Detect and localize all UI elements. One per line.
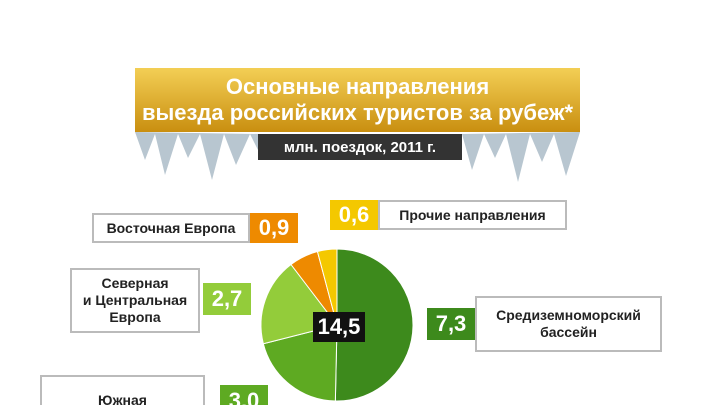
total-label: 14,5 xyxy=(313,312,365,342)
pie-slice xyxy=(316,248,338,326)
category-label: Прочие направления xyxy=(378,200,567,230)
category-label: Южная xyxy=(40,375,205,405)
value-label: 7,3 xyxy=(427,308,475,340)
chart-subtitle: млн. поездок, 2011 г. xyxy=(258,134,462,160)
value-label: 2,7 xyxy=(203,283,251,315)
value-label: 0,6 xyxy=(330,200,378,230)
pie-slice xyxy=(262,324,338,402)
chart-title: Основные направления выезда российских т… xyxy=(135,68,580,132)
category-label: Средиземноморский бассейн xyxy=(475,296,662,352)
category-label: Северная и Центральная Европа xyxy=(70,268,200,333)
value-label: 3,0 xyxy=(220,385,268,405)
pie-slice xyxy=(334,248,414,402)
icicles xyxy=(135,132,580,182)
value-label: 0,9 xyxy=(250,213,298,243)
category-label: Восточная Европа xyxy=(92,213,250,243)
